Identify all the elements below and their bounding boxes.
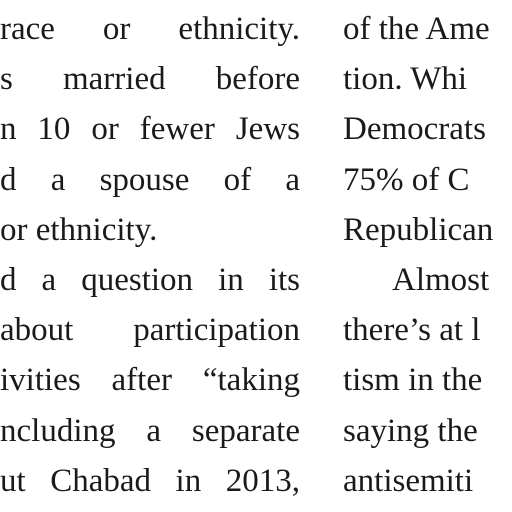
text-line: d a question in its [0,262,300,298]
text-line: s married before [0,61,300,98]
text-line: race or ethnicity. [0,11,300,47]
text-line: or ethnicity. [0,211,158,248]
text-line: ut Chabad in 2013, [0,462,300,499]
text-line: of the Ame [343,11,490,47]
text-line: d a spouse of a [0,161,300,198]
text-line: saying the [343,412,478,449]
text-line: Republican [343,211,494,248]
text-line: ncluding a separate [0,412,300,449]
text-line: Almost [392,262,490,298]
text-line: about participation [0,312,300,349]
text-line: antisemiti [343,462,474,499]
text-line: there’s at l [343,312,481,349]
text-line: 75% of C [343,161,470,198]
text-line: tion. Whi [343,61,468,98]
text-line: n 10 or fewer Jews [0,111,300,148]
text-line: Democrats [343,111,486,148]
text-line: ivities after “taking [0,362,300,399]
text-line: tism in the [343,362,483,399]
